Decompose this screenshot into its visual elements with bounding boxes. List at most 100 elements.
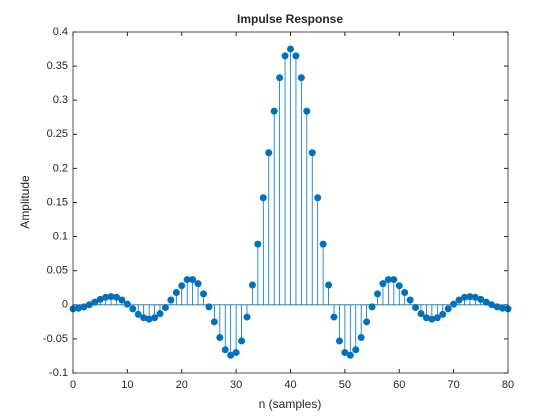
stem-marker bbox=[80, 303, 88, 311]
stem-marker bbox=[444, 305, 452, 313]
stem-marker bbox=[482, 298, 490, 306]
stem-marker bbox=[428, 315, 436, 323]
stem-marker bbox=[254, 240, 262, 248]
stem-marker bbox=[178, 282, 186, 290]
y-tick-label: 0.2 bbox=[53, 162, 68, 174]
stem-marker bbox=[172, 289, 180, 297]
stem-marker bbox=[499, 304, 507, 312]
stem-marker bbox=[210, 318, 218, 326]
y-tick-label: -0.1 bbox=[49, 367, 68, 379]
stem-marker bbox=[205, 303, 213, 311]
stem-marker bbox=[85, 301, 93, 309]
x-tick-label: 30 bbox=[230, 379, 242, 391]
x-axis-label: n (samples) bbox=[259, 397, 322, 411]
stem-marker bbox=[422, 314, 430, 322]
stem-marker bbox=[357, 334, 365, 342]
y-tick-label: 0.05 bbox=[47, 265, 68, 277]
stem-marker bbox=[297, 74, 305, 82]
stem-marker bbox=[259, 194, 267, 202]
stem-marker bbox=[374, 290, 381, 298]
stem-marker bbox=[308, 149, 316, 157]
stem-marker bbox=[417, 310, 425, 318]
stem-marker bbox=[123, 300, 131, 308]
stem-marker bbox=[325, 281, 333, 289]
y-tick-label: 0.1 bbox=[53, 231, 68, 243]
stem-marker bbox=[74, 304, 82, 312]
stem-marker bbox=[134, 310, 142, 318]
stem-marker bbox=[265, 149, 273, 157]
stem-marker bbox=[455, 296, 463, 304]
stem-marker bbox=[96, 295, 104, 303]
y-tick-label: 0.4 bbox=[53, 26, 68, 38]
stem-marker bbox=[390, 276, 398, 284]
stem-marker bbox=[200, 290, 207, 298]
x-tick-label: 80 bbox=[502, 379, 514, 391]
x-tick-label: 10 bbox=[121, 379, 133, 391]
stem-marker bbox=[395, 282, 403, 290]
x-tick-label: 20 bbox=[176, 379, 188, 391]
stem-marker bbox=[232, 349, 240, 357]
stem-marker bbox=[145, 315, 153, 323]
stem-marker bbox=[167, 296, 175, 304]
stem-marker bbox=[477, 295, 485, 303]
x-tick-label: 60 bbox=[393, 379, 405, 391]
x-tick-label: 40 bbox=[284, 379, 296, 391]
stem-marker bbox=[156, 310, 164, 318]
stem-marker bbox=[227, 351, 235, 359]
stem-marker bbox=[216, 334, 224, 342]
x-tick-label: 0 bbox=[70, 379, 76, 391]
y-tick-label: 0.3 bbox=[53, 94, 68, 106]
stem-marker bbox=[91, 298, 99, 306]
stem-marker bbox=[433, 314, 441, 322]
axes-box bbox=[72, 31, 509, 374]
stem-marker bbox=[488, 301, 496, 309]
x-tick-label: 50 bbox=[339, 379, 351, 391]
stem-marker bbox=[401, 289, 409, 297]
stem-marker bbox=[189, 276, 197, 284]
stem-marker bbox=[466, 293, 474, 301]
stem-marker bbox=[341, 349, 349, 357]
chart-title: Impulse Response bbox=[237, 12, 343, 26]
stem-marker bbox=[248, 281, 256, 289]
stem-marker bbox=[461, 293, 468, 301]
stem-marker bbox=[118, 296, 126, 304]
stem-marker bbox=[161, 304, 169, 312]
stem-marker bbox=[335, 337, 343, 345]
stem-marker bbox=[412, 304, 420, 312]
stem-marker bbox=[439, 310, 447, 318]
y-tick-label: 0.25 bbox=[47, 128, 68, 140]
stem-marker bbox=[346, 351, 354, 359]
stem-marker bbox=[287, 45, 294, 53]
stem-marker bbox=[368, 303, 376, 311]
stem-marker bbox=[379, 280, 387, 288]
stem-marker bbox=[151, 314, 159, 322]
stem-marker bbox=[352, 346, 360, 354]
stem-marker bbox=[113, 293, 120, 301]
stem-marker bbox=[107, 293, 115, 301]
stem-marker bbox=[363, 318, 371, 326]
stem-marker bbox=[129, 305, 137, 313]
stem-marker bbox=[319, 240, 327, 248]
stem-marker bbox=[406, 296, 414, 304]
stem-marker bbox=[330, 313, 338, 321]
x-tick-label: 70 bbox=[448, 379, 460, 391]
stem-marker bbox=[243, 313, 251, 321]
stem-marker bbox=[292, 52, 300, 60]
stem-marker bbox=[493, 303, 501, 311]
stem-marker bbox=[471, 293, 479, 301]
stem-marker bbox=[238, 337, 246, 345]
stem-marker bbox=[140, 314, 148, 322]
stem-marker bbox=[221, 346, 229, 354]
stem-marker bbox=[276, 74, 284, 82]
stem-marker bbox=[183, 276, 191, 284]
stem-marker bbox=[384, 276, 392, 284]
y-tick-label: 0.15 bbox=[47, 196, 68, 208]
stem-marker bbox=[314, 194, 322, 202]
y-tick-label: 0 bbox=[62, 299, 68, 311]
stem-marker bbox=[450, 300, 458, 308]
stem-marker bbox=[303, 107, 311, 115]
stem-marker bbox=[270, 107, 278, 115]
stem-marker bbox=[102, 293, 110, 301]
y-axis-label: Amplitude bbox=[18, 175, 32, 229]
